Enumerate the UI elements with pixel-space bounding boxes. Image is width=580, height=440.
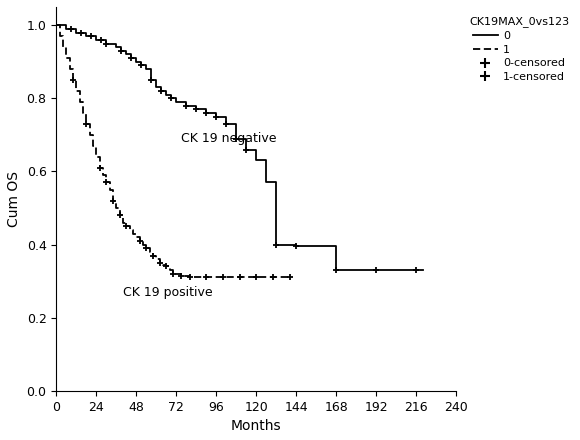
Y-axis label: Cum OS: Cum OS — [7, 171, 21, 227]
Legend: 0, 1, 0-censored, 1-censored: 0, 1, 0-censored, 1-censored — [466, 12, 572, 86]
X-axis label: Months: Months — [231, 419, 281, 433]
Text: CK 19 positive: CK 19 positive — [123, 286, 212, 299]
Text: CK 19 negative: CK 19 negative — [181, 132, 277, 145]
